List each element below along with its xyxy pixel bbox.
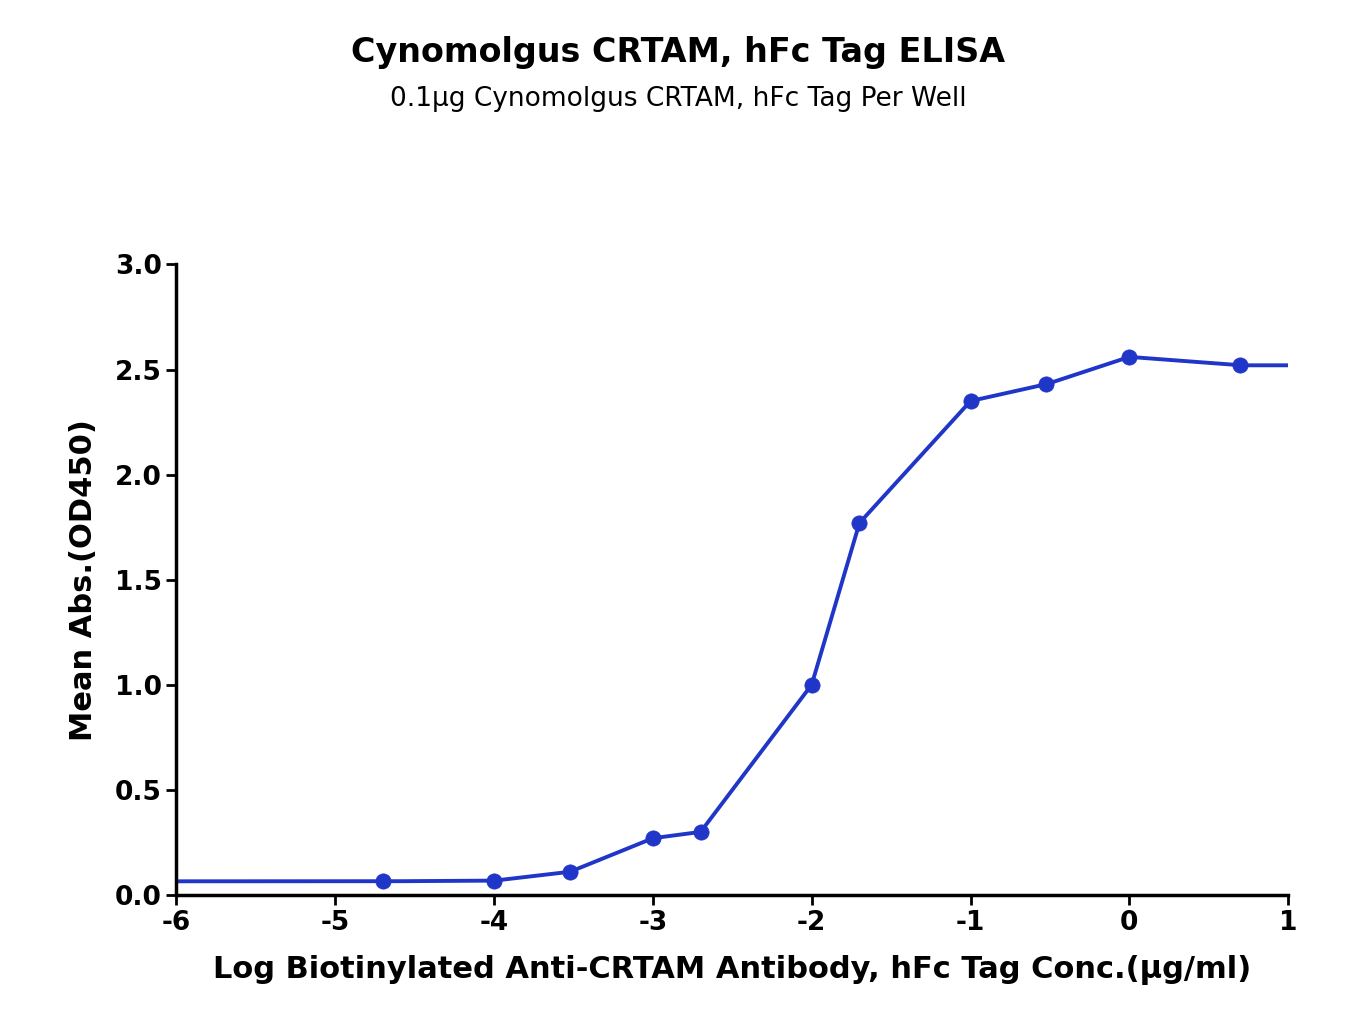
Y-axis label: Mean Abs.(OD450): Mean Abs.(OD450) [69,419,98,740]
Text: Cynomolgus CRTAM, hFc Tag ELISA: Cynomolgus CRTAM, hFc Tag ELISA [351,36,1005,68]
X-axis label: Log Biotinylated Anti-CRTAM Antibody, hFc Tag Conc.(μg/ml): Log Biotinylated Anti-CRTAM Antibody, hF… [213,955,1252,985]
Text: 0.1μg Cynomolgus CRTAM, hFc Tag Per Well: 0.1μg Cynomolgus CRTAM, hFc Tag Per Well [389,86,967,113]
